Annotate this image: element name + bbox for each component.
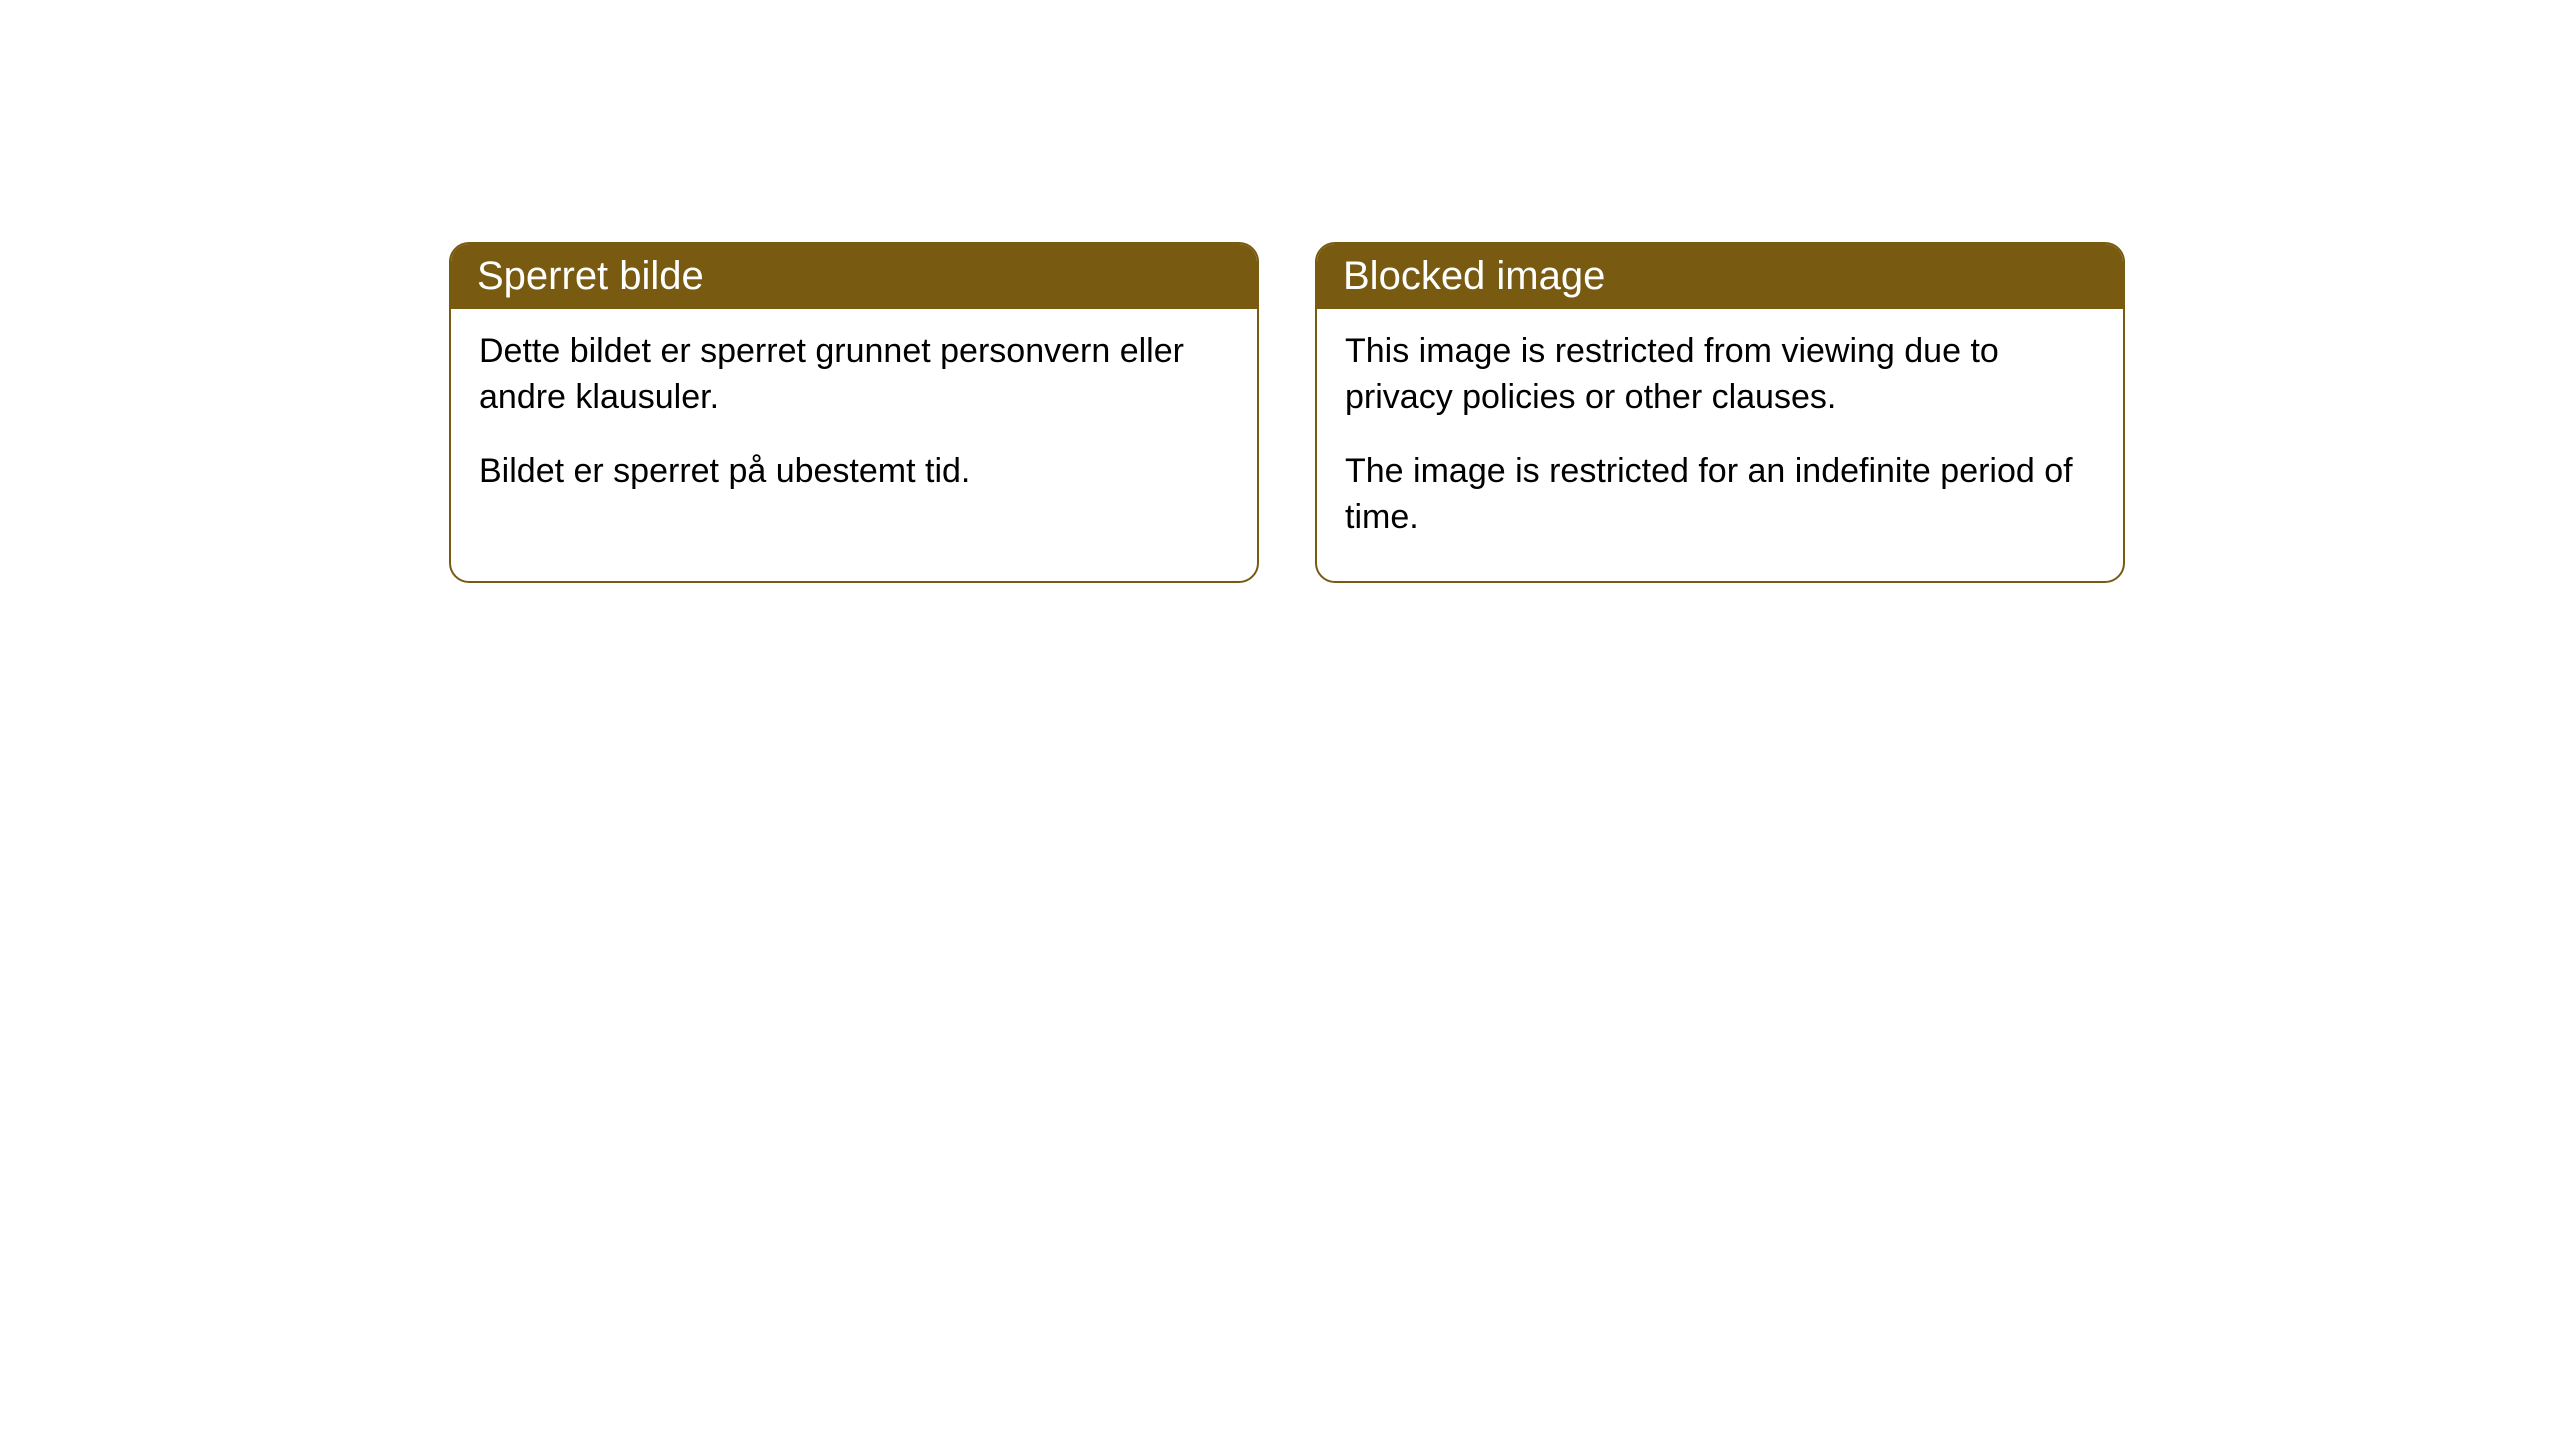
card-paragraph-2-en: The image is restricted for an indefinit… — [1345, 449, 2095, 541]
card-paragraph-1-en: This image is restricted from viewing du… — [1345, 329, 2095, 421]
card-paragraph-2-no: Bildet er sperret på ubestemt tid. — [479, 449, 1229, 495]
blocked-image-card-en: Blocked image This image is restricted f… — [1315, 242, 2125, 583]
card-header-en: Blocked image — [1317, 244, 2123, 309]
card-body-no: Dette bildet er sperret grunnet personve… — [451, 309, 1257, 535]
card-body-en: This image is restricted from viewing du… — [1317, 309, 2123, 581]
card-header-no: Sperret bilde — [451, 244, 1257, 309]
card-container: Sperret bilde Dette bildet er sperret gr… — [0, 0, 2560, 583]
card-paragraph-1-no: Dette bildet er sperret grunnet personve… — [479, 329, 1229, 421]
blocked-image-card-no: Sperret bilde Dette bildet er sperret gr… — [449, 242, 1259, 583]
